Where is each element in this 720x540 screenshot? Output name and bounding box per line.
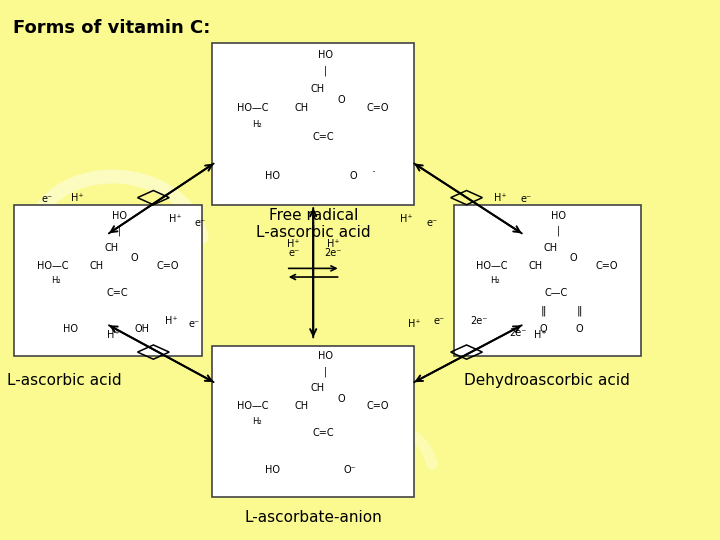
Text: HO—C: HO—C (237, 103, 268, 113)
Text: Free radical
L-ascorbic acid: Free radical L-ascorbic acid (256, 208, 371, 240)
Text: |: | (324, 366, 327, 376)
Text: C=C: C=C (107, 288, 128, 298)
Text: H⁺: H⁺ (408, 319, 421, 329)
Text: O: O (350, 171, 357, 181)
Text: H⁺: H⁺ (165, 316, 178, 326)
Text: H⁺: H⁺ (534, 329, 546, 340)
Text: 2e⁻: 2e⁻ (510, 328, 527, 338)
Text: OH: OH (134, 324, 149, 334)
Bar (14, 205, 202, 356)
Text: O: O (575, 324, 582, 334)
Text: CH: CH (294, 103, 308, 113)
Text: HO: HO (63, 324, 78, 334)
Text: H⁺: H⁺ (71, 193, 84, 204)
Text: HO—C: HO—C (37, 261, 68, 271)
Text: |: | (117, 226, 121, 236)
Text: H₂: H₂ (51, 276, 60, 285)
Text: CH: CH (310, 84, 324, 93)
Text: H⁺: H⁺ (400, 214, 413, 225)
Text: HO: HO (318, 50, 333, 59)
Bar (212, 346, 414, 497)
Text: e⁻: e⁻ (288, 248, 300, 259)
Text: C=O: C=O (157, 261, 179, 271)
Text: O: O (540, 324, 547, 334)
Text: H₂: H₂ (252, 120, 261, 129)
Text: ‖: ‖ (541, 306, 546, 316)
Text: L-ascorbic acid: L-ascorbic acid (7, 373, 122, 388)
Text: CH: CH (90, 261, 104, 271)
Text: H⁺: H⁺ (287, 239, 300, 249)
Text: H₂: H₂ (252, 417, 261, 426)
Bar (212, 43, 414, 205)
Text: C=C: C=C (312, 132, 334, 142)
Text: HO—C: HO—C (237, 401, 268, 411)
Bar (454, 205, 641, 356)
Text: e⁻: e⁻ (41, 194, 53, 205)
Text: |: | (557, 226, 560, 236)
Text: CH: CH (310, 383, 324, 393)
Text: O: O (338, 394, 345, 403)
Text: C—C: C—C (545, 288, 568, 298)
Text: C=O: C=O (366, 401, 389, 411)
Text: H⁺: H⁺ (494, 193, 507, 204)
Text: H⁺: H⁺ (169, 214, 182, 225)
Text: Dehydroascorbic acid: Dehydroascorbic acid (464, 373, 630, 388)
Text: e⁻: e⁻ (426, 218, 438, 228)
Text: O: O (570, 253, 577, 263)
Text: H⁺: H⁺ (327, 239, 340, 249)
Text: CH: CH (544, 242, 558, 253)
Text: e⁻: e⁻ (520, 194, 531, 205)
Text: ·: · (372, 166, 376, 179)
Text: CH: CH (529, 261, 543, 271)
Text: H₂: H₂ (490, 276, 500, 285)
Text: C=C: C=C (312, 428, 334, 438)
Text: L-ascorbate-anion: L-ascorbate-anion (244, 510, 382, 525)
Text: 2e⁻: 2e⁻ (470, 316, 487, 326)
Text: 2e⁻: 2e⁻ (325, 248, 342, 259)
Text: HO—C: HO—C (476, 261, 508, 271)
Text: C=O: C=O (366, 103, 389, 113)
Text: CH: CH (294, 401, 308, 411)
Text: HO: HO (551, 211, 566, 221)
Text: CH: CH (104, 242, 119, 253)
Text: e⁻: e⁻ (433, 316, 445, 326)
Text: e⁻: e⁻ (194, 218, 206, 228)
Text: |: | (324, 65, 327, 76)
Text: H⁺: H⁺ (107, 329, 120, 340)
Text: O⁻: O⁻ (343, 464, 356, 475)
Text: Forms of vitamin C:: Forms of vitamin C: (13, 19, 210, 37)
Text: ‖: ‖ (576, 306, 582, 316)
Text: HO: HO (112, 211, 127, 221)
Text: C=O: C=O (596, 261, 618, 271)
Text: O: O (338, 95, 345, 105)
Text: O: O (130, 253, 138, 263)
Text: HO: HO (266, 464, 280, 475)
Text: e⁻: e⁻ (189, 319, 200, 329)
Text: HO: HO (266, 171, 280, 181)
Text: HO: HO (318, 351, 333, 361)
